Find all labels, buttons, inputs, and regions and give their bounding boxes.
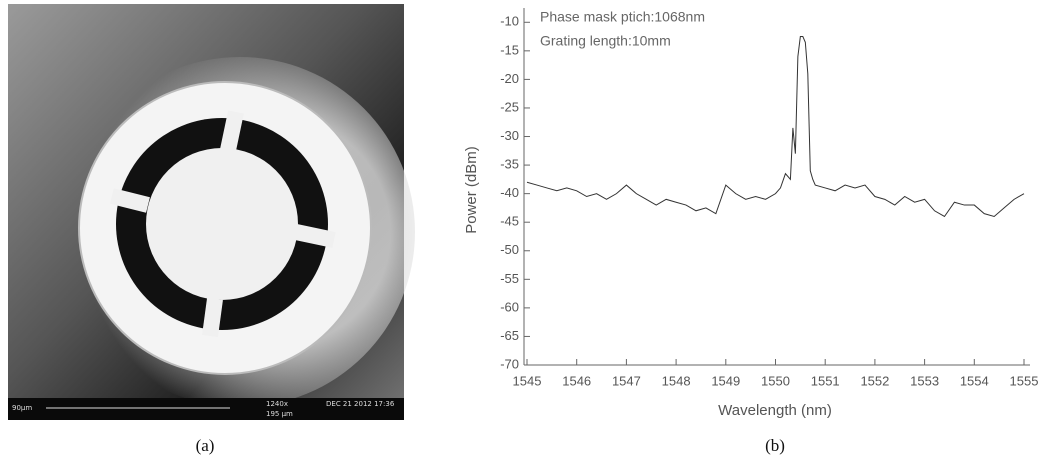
y-tick-label: -60 (500, 299, 519, 314)
y-tick-label: -15 (500, 42, 519, 57)
x-tick-label: 1549 (711, 373, 740, 388)
y-tick-label: -35 (500, 157, 519, 172)
spoke (294, 224, 336, 248)
x-axis-label: Wavelength (nm) (718, 402, 832, 419)
y-tick-label: -50 (500, 242, 519, 257)
spoke (220, 110, 244, 152)
field-width: 195 µm (266, 410, 293, 418)
timestamp: DEC 21 2012 17:36 (326, 400, 395, 408)
sem-image: 90µm 1240x 195 µm DEC 21 2012 17:36 (8, 4, 415, 420)
y-tick-label: -55 (500, 271, 519, 286)
spoke (110, 188, 150, 213)
y-axis-label: Power (dBm) (463, 146, 480, 234)
magnification: 1240x (266, 400, 288, 408)
y-tick-label: -25 (500, 99, 519, 114)
spoke (202, 297, 223, 338)
scale-label: 90µm (12, 404, 32, 412)
x-tick-label: 1548 (662, 373, 691, 388)
x-tick-label: 1552 (860, 373, 889, 388)
y-tick-label: -10 (500, 14, 519, 29)
y-tick-label: -30 (500, 128, 519, 143)
y-tick-label: -45 (500, 214, 519, 229)
caption: (b) (765, 436, 785, 455)
x-tick-label: 1553 (910, 373, 939, 388)
y-tick-label: -40 (500, 185, 519, 200)
spectrum-line (526, 36, 1025, 218)
fiber-core (146, 148, 298, 300)
y-tick-label: -20 (500, 71, 519, 86)
x-tick-label: 1550 (761, 373, 790, 388)
x-tick-label: 1551 (811, 373, 840, 388)
x-tick-label: 1554 (960, 373, 989, 388)
x-tick-label: 1545 (513, 373, 542, 388)
annotation: Grating length:10mm (540, 33, 671, 49)
x-tick-label: 1547 (612, 373, 641, 388)
y-tick-label: -65 (500, 328, 519, 343)
x-tick-label: 1546 (562, 373, 591, 388)
annotation: Phase mask ptich:1068nm (540, 9, 705, 25)
y-tick-label: -70 (500, 356, 519, 371)
spokes (110, 110, 336, 338)
sem-info-bar (8, 398, 404, 420)
caption: (a) (196, 436, 215, 455)
x-tick-label: 1555 (1010, 373, 1039, 388)
